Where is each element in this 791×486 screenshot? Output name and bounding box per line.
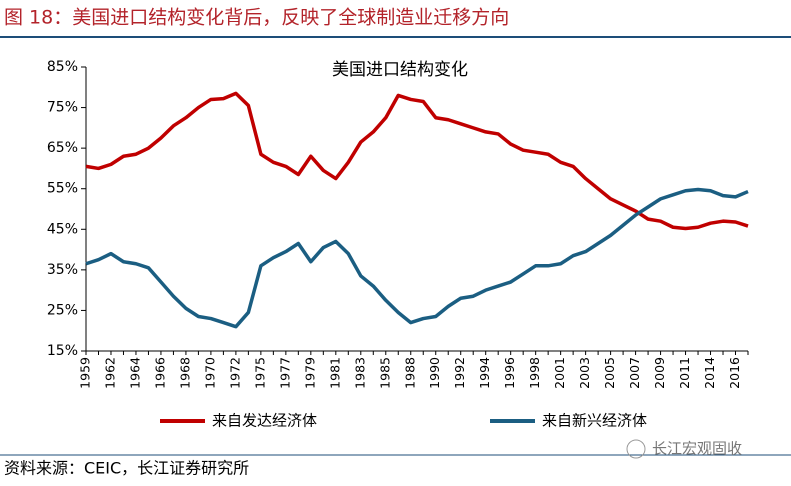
- x-tick-label: 1972: [227, 357, 242, 389]
- x-tick-label: 2016: [727, 357, 742, 389]
- x-tick-label: 1983: [352, 357, 367, 389]
- x-tick-label: 1966: [152, 357, 167, 389]
- x-tick-label: 1990: [427, 357, 442, 389]
- y-tick-label: 55%: [47, 181, 78, 197]
- x-tick-label: 2014: [702, 357, 717, 389]
- x-tick-label: 2003: [577, 357, 592, 389]
- legend-label: 来自新兴经济体: [542, 412, 647, 430]
- x-tick-label: 1977: [277, 357, 292, 389]
- x-tick-label: 2011: [677, 357, 692, 389]
- source: 资料来源：CEIC，长江证券研究所: [4, 459, 249, 478]
- x-tick-label: 1992: [452, 357, 467, 389]
- watermark-icon: [626, 439, 646, 459]
- figure-title: 图 18：美国进口结构变化背后，反映了全球制造业迁移方向: [4, 7, 509, 29]
- x-tick-label: 2007: [627, 357, 642, 389]
- x-tick-label: 1964: [127, 357, 142, 389]
- x-tick-label: 1968: [177, 357, 192, 389]
- y-tick-label: 15%: [47, 343, 78, 359]
- x-tick-label: 1998: [527, 357, 542, 389]
- x-tick-label: 1979: [302, 357, 317, 389]
- chart-title: 美国进口结构变化: [332, 60, 468, 80]
- y-tick-label: 25%: [47, 302, 78, 318]
- x-tick-label: 1959: [78, 357, 93, 389]
- watermark: 长江宏观固收: [652, 440, 742, 458]
- y-tick-label: 35%: [47, 262, 78, 278]
- x-tick-label: 1985: [377, 357, 392, 389]
- x-tick-label: 2005: [602, 357, 617, 389]
- x-tick-label: 2001: [552, 357, 567, 389]
- y-tick-label: 65%: [47, 140, 78, 156]
- y-tick-label: 75%: [47, 100, 78, 116]
- x-tick-label: 1996: [502, 357, 517, 389]
- legend-label: 来自发达经济体: [212, 412, 317, 430]
- x-tick-label: 1994: [477, 357, 492, 389]
- y-tick-label: 85%: [47, 59, 78, 75]
- x-tick-label: 1970: [202, 357, 217, 389]
- line-series: [85, 187, 749, 329]
- y-tick-label: 45%: [47, 221, 78, 237]
- x-tick-label: 1988: [402, 357, 417, 389]
- x-tick-label: 1962: [102, 357, 117, 389]
- x-tick-label: 1981: [327, 357, 342, 389]
- x-tick-label: 1975: [252, 357, 267, 389]
- x-tick-label: 2009: [652, 357, 667, 389]
